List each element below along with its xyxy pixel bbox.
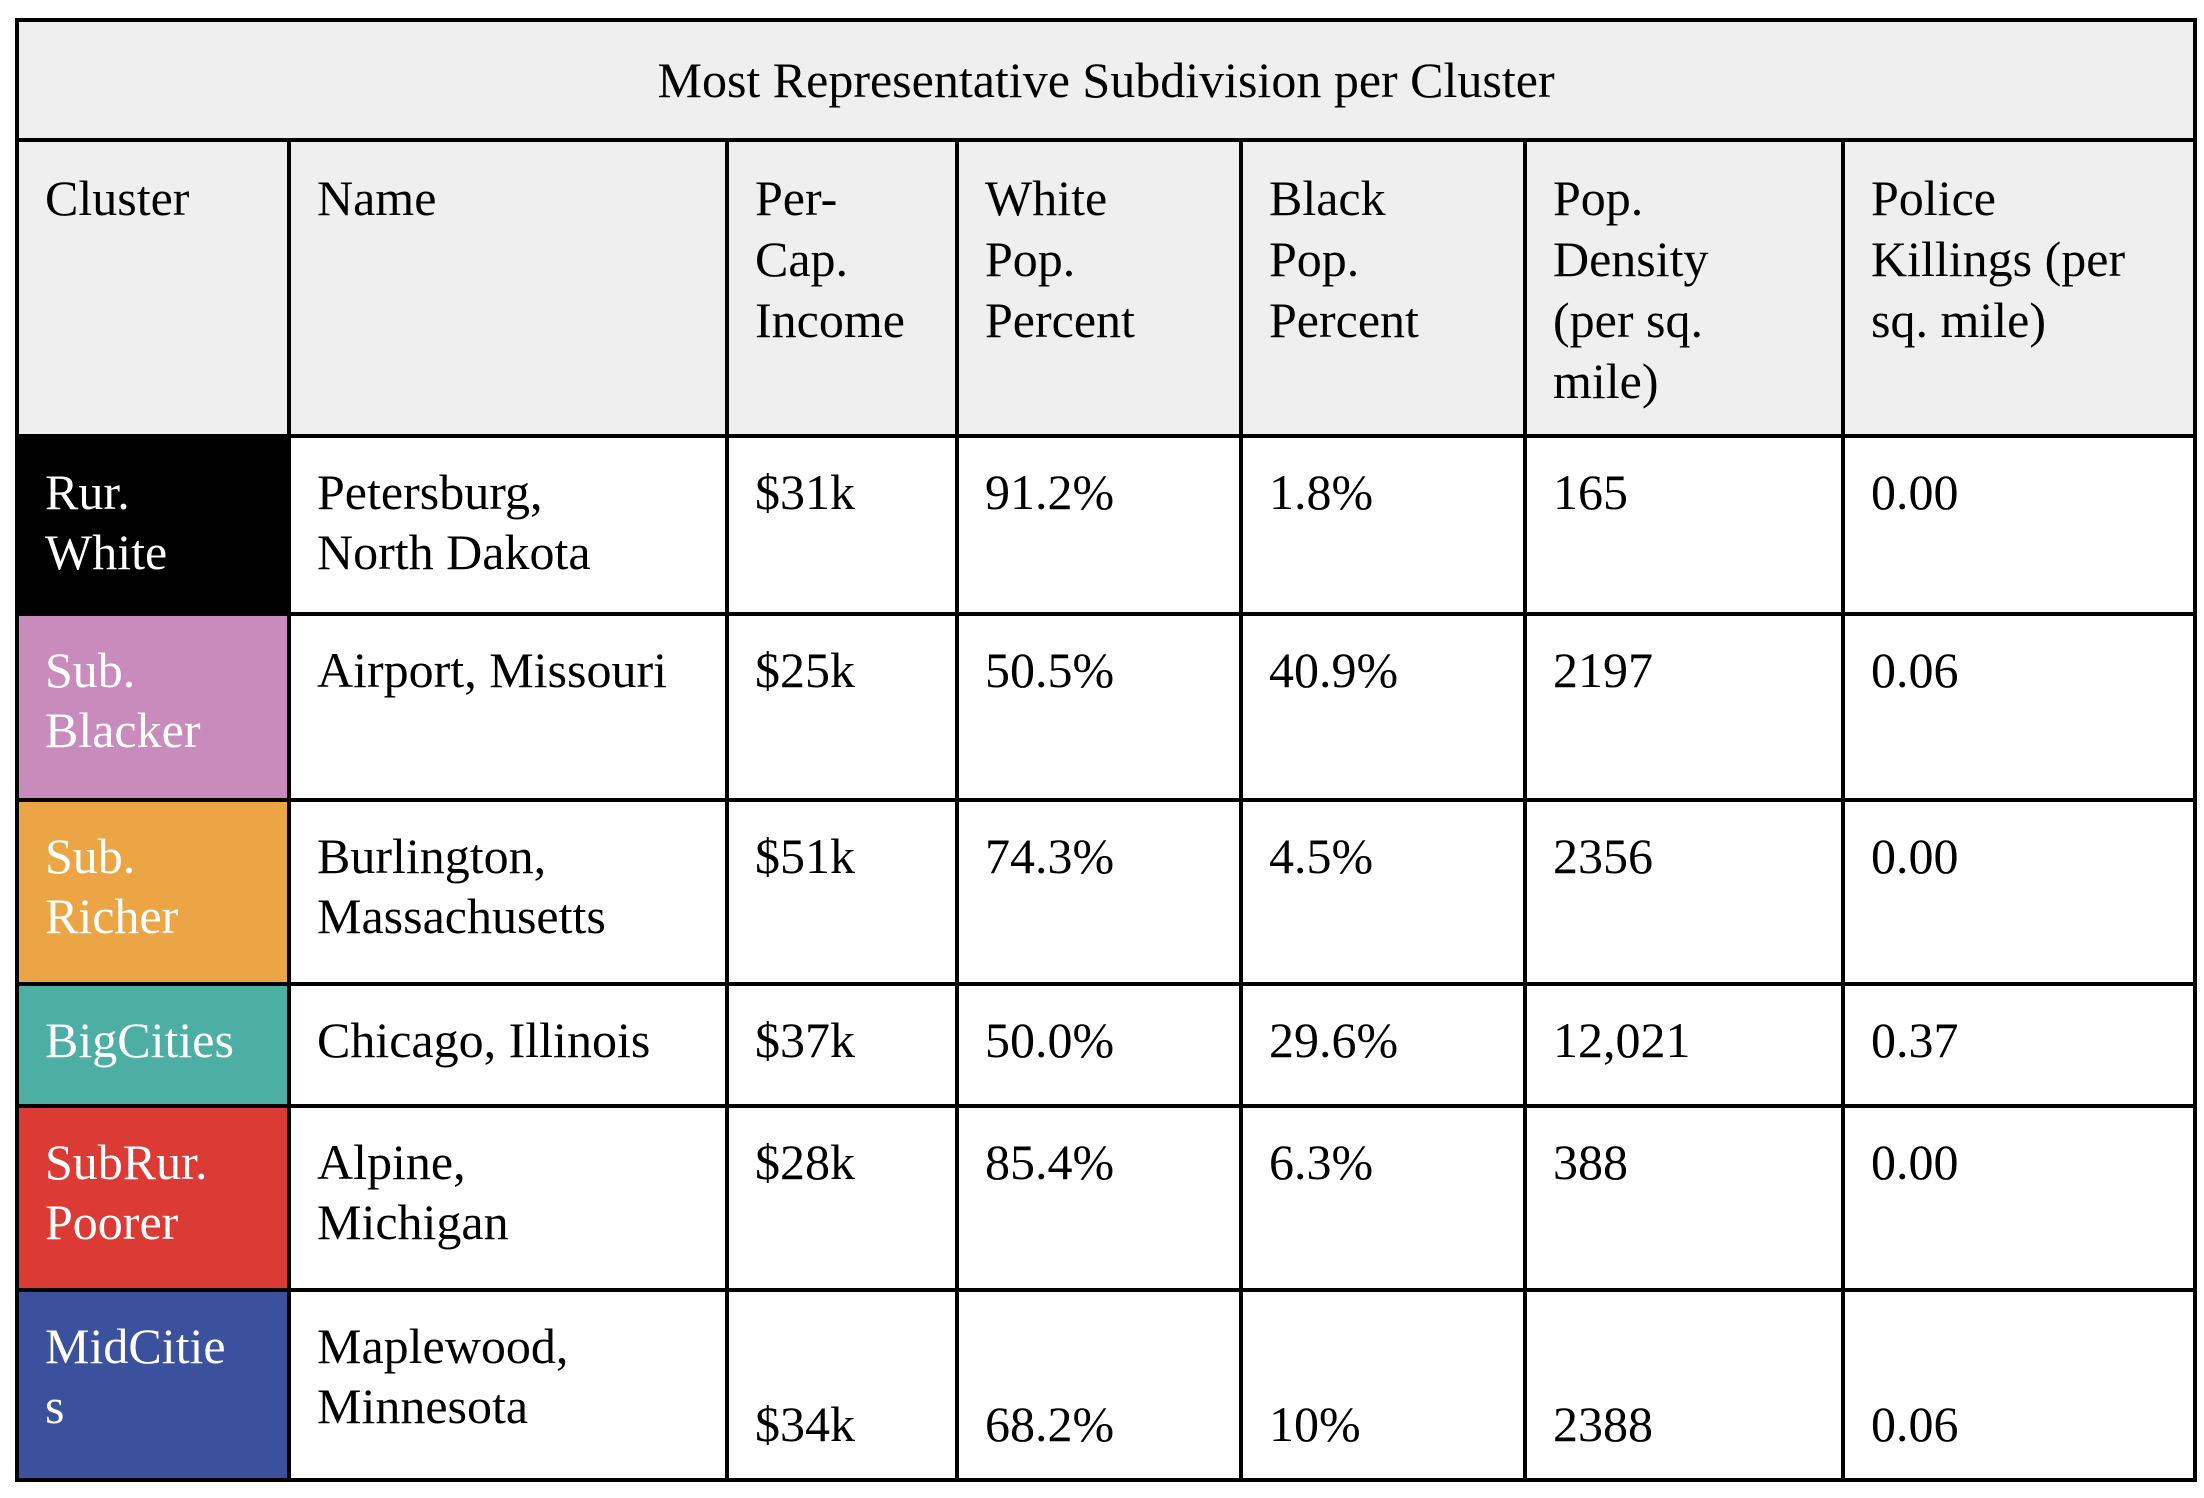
table-title: Most Representative Subdivision per Clus… bbox=[14, 18, 2198, 142]
black-percent-cell: 4.5% bbox=[1239, 798, 1527, 986]
table-row: Rur. White Petersburg, North Dakota $31k 9… bbox=[15, 434, 2198, 616]
police-killings-cell: 0.06 bbox=[1840, 612, 2198, 802]
cluster-cell: SubRur. Poorer bbox=[15, 1104, 291, 1292]
column-header-income: Per- Cap. Income bbox=[725, 138, 959, 438]
income-cell: $28k bbox=[725, 1104, 959, 1292]
density-cell: 2356 bbox=[1523, 798, 1845, 986]
black-percent-cell: 6.3% bbox=[1239, 1104, 1527, 1292]
black-percent-cell: 1.8% bbox=[1239, 434, 1527, 616]
table-row: Sub. Richer Burlington, Massachusetts $51k… bbox=[15, 798, 2198, 986]
white-percent-cell: 85.4% bbox=[955, 1104, 1243, 1292]
white-percent-cell: 50.0% bbox=[955, 982, 1243, 1108]
police-killings-cell: 0.00 bbox=[1840, 1104, 2198, 1292]
name-cell: Alpine, Michigan bbox=[287, 1104, 729, 1292]
income-cell: $31k bbox=[725, 434, 959, 616]
income-cell: $34k bbox=[725, 1288, 959, 1482]
table-row: BigCities Chicago, Illinois $37k 50.0% 2… bbox=[15, 982, 2198, 1108]
column-header-black-percent: Black Pop. Percent bbox=[1239, 138, 1527, 438]
name-cell: Burlington, Massachusetts bbox=[287, 798, 729, 986]
name-cell: Chicago, Illinois bbox=[287, 982, 729, 1108]
police-killings-cell: 0.00 bbox=[1840, 798, 2198, 986]
black-percent-cell: 29.6% bbox=[1239, 982, 1527, 1108]
white-percent-cell: 74.3% bbox=[955, 798, 1243, 986]
cluster-cell: Sub. Blacker bbox=[15, 612, 291, 802]
table-row: Sub. Blacker Airport, Missouri $25k 50.5%… bbox=[15, 612, 2198, 802]
police-killings-cell: 0.37 bbox=[1840, 982, 2198, 1108]
density-cell: 2388 bbox=[1523, 1288, 1845, 1482]
income-cell: $51k bbox=[725, 798, 959, 986]
column-header-name: Name bbox=[287, 138, 729, 438]
cluster-cell: Sub. Richer bbox=[15, 798, 291, 986]
density-cell: 12,021 bbox=[1523, 982, 1845, 1108]
cluster-cell: MidCitie s bbox=[15, 1288, 291, 1482]
name-cell: Petersburg, North Dakota bbox=[287, 434, 729, 616]
column-header-police-killings: Police Killings (per sq. mile) bbox=[1840, 138, 2198, 438]
cluster-table: Most Representative Subdivision per Clus… bbox=[14, 18, 2198, 1482]
white-percent-cell: 68.2% bbox=[955, 1288, 1243, 1482]
column-header-density: Pop. Density (per sq. mile) bbox=[1523, 138, 1845, 438]
table-header-row: Cluster Name Per- Cap. Income White Pop. Per… bbox=[15, 138, 2198, 438]
white-percent-cell: 91.2% bbox=[955, 434, 1243, 616]
police-killings-cell: 0.06 bbox=[1840, 1288, 2198, 1482]
table-row: SubRur. Poorer Alpine, Michigan $28k 85.4%… bbox=[15, 1104, 2198, 1292]
black-percent-cell: 10% bbox=[1239, 1288, 1527, 1482]
density-cell: 388 bbox=[1523, 1104, 1845, 1292]
cluster-cell: Rur. White bbox=[15, 434, 291, 616]
income-cell: $37k bbox=[725, 982, 959, 1108]
column-header-cluster: Cluster bbox=[15, 138, 291, 438]
black-percent-cell: 40.9% bbox=[1239, 612, 1527, 802]
density-cell: 165 bbox=[1523, 434, 1845, 616]
density-cell: 2197 bbox=[1523, 612, 1845, 802]
cluster-table-container: Most Representative Subdivision per Clus… bbox=[14, 18, 2198, 1482]
column-header-white-percent: White Pop. Percent bbox=[955, 138, 1243, 438]
table-row: MidCitie s Maplewood, Minnesota $34k 68.2%… bbox=[15, 1288, 2198, 1482]
cluster-cell: BigCities bbox=[15, 982, 291, 1108]
name-cell: Maplewood, Minnesota bbox=[287, 1288, 729, 1482]
police-killings-cell: 0.00 bbox=[1840, 434, 2198, 616]
name-cell: Airport, Missouri bbox=[287, 612, 729, 802]
income-cell: $25k bbox=[725, 612, 959, 802]
white-percent-cell: 50.5% bbox=[955, 612, 1243, 802]
table-title-row: Most Representative Subdivision per Clus… bbox=[14, 18, 2198, 142]
